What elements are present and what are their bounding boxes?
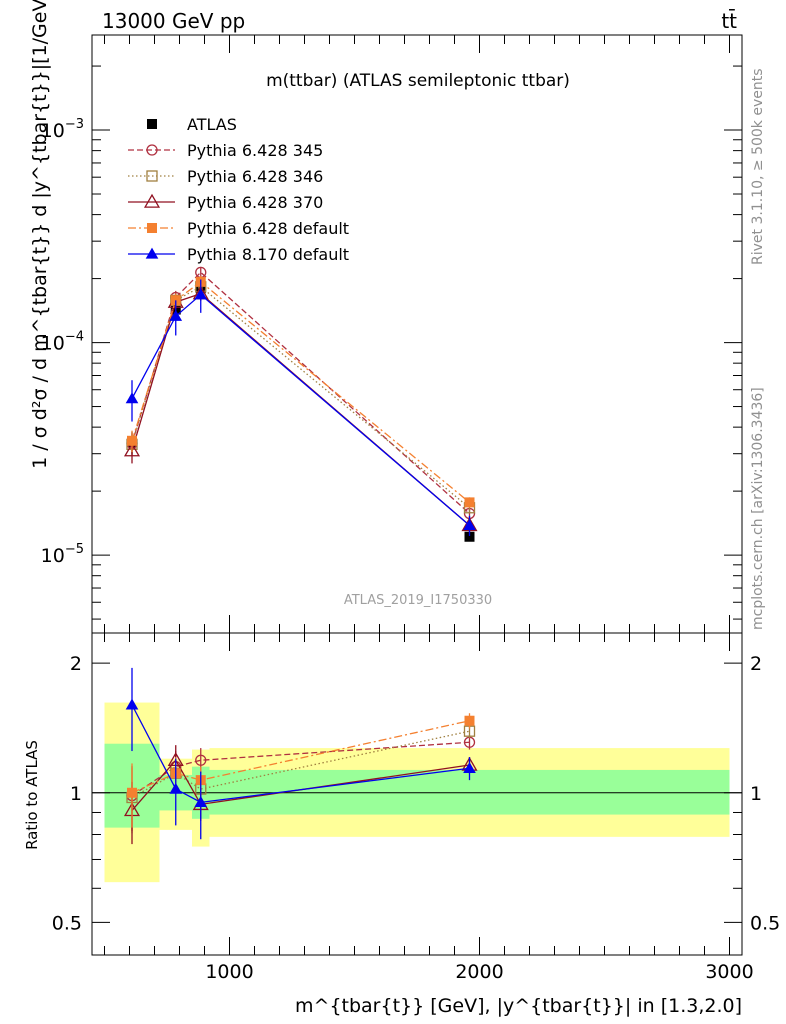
legend-item: Pythia 6.428 346 bbox=[128, 167, 323, 186]
x-axis-label: m^{tbar{t}} [GeV], |y^{tbar{t}}| in [1.3… bbox=[295, 995, 742, 1017]
data-point bbox=[127, 435, 137, 446]
ratio-y-axis-label: Ratio to ATLAS bbox=[23, 740, 41, 850]
x-tick-label: 2000 bbox=[455, 961, 503, 983]
series-line bbox=[131, 286, 470, 509]
ratio-y-tick-label-right: 2 bbox=[750, 653, 762, 675]
ratio-point bbox=[463, 761, 476, 773]
legend-marker bbox=[147, 223, 157, 233]
series-line bbox=[131, 281, 470, 503]
legend-marker bbox=[145, 247, 159, 259]
main-plot-area: 10−310−410−5 m(ttbar) (ATLAS semileptoni… bbox=[29, 0, 743, 634]
ratio-point bbox=[125, 698, 139, 710]
ratio-y-tick-label: 0.5 bbox=[52, 912, 82, 934]
series-line bbox=[131, 292, 470, 526]
ratio-point bbox=[194, 796, 208, 808]
process-label: tt̄ bbox=[721, 8, 737, 33]
data-point bbox=[464, 531, 475, 542]
legend-label: Pythia 6.428 370 bbox=[187, 193, 323, 212]
energy-label: 13000 GeV pp bbox=[102, 9, 245, 33]
y-tick-exponent: −3 bbox=[65, 117, 84, 132]
y-axis-label: 1 / σ d²σ / d m^{tbar{t}} d |y^{tbar{t}}… bbox=[29, 0, 51, 469]
legend-marker bbox=[146, 144, 158, 156]
series-line bbox=[131, 293, 470, 526]
y-tick-label: 10−3 bbox=[41, 117, 84, 142]
series-pythia-8-170-default bbox=[125, 279, 476, 536]
data-point bbox=[125, 392, 139, 404]
legend-item: Pythia 6.428 default bbox=[128, 219, 349, 238]
y-tick-label: 10−5 bbox=[41, 542, 84, 567]
ratio-series-pythia-8-170-default bbox=[125, 667, 476, 840]
ratio-plot-area: 0.5 0.5 1 1 2 2 1000 2000 3000 Ratio to ATLAS bbox=[23, 632, 780, 983]
legend-label: Pythia 8.170 default bbox=[187, 245, 349, 264]
legend-marker bbox=[147, 119, 157, 129]
ratio-line bbox=[131, 704, 470, 804]
legend-item: Pythia 6.428 345 bbox=[128, 141, 323, 160]
data-point bbox=[123, 442, 141, 457]
plot-title: m(ttbar) (ATLAS semileptonic ttbar) bbox=[266, 71, 570, 91]
ratio-y-tick-label: 1 bbox=[70, 783, 82, 805]
legend-item: ATLAS bbox=[147, 115, 237, 134]
x-tick-label: 1000 bbox=[205, 961, 253, 983]
ratio-y-tick-label-right: 1 bbox=[750, 783, 762, 805]
legend-label: ATLAS bbox=[187, 115, 237, 134]
data-point bbox=[194, 288, 208, 300]
legend-marker bbox=[143, 193, 161, 208]
analysis-watermark: ATLAS_2019_I1750330 bbox=[344, 593, 492, 608]
legend-item: Pythia 6.428 370 bbox=[128, 193, 323, 212]
rivet-version-label: Rivet 3.1.10, ≥ 500k events bbox=[750, 68, 766, 265]
data-point bbox=[464, 497, 475, 508]
ratio-y-tick-label-right: 0.5 bbox=[750, 912, 780, 934]
data-point bbox=[169, 309, 183, 321]
ratio-line bbox=[131, 720, 470, 794]
legend: ATLAS Pythia 6.428 345 Pythia 6.428 346 Pyt… bbox=[128, 115, 349, 264]
y-tick-exponent: −5 bbox=[65, 542, 84, 557]
legend-marker bbox=[146, 170, 158, 182]
ratio-plot-frame bbox=[91, 632, 743, 956]
ratio-point bbox=[127, 787, 137, 798]
series-pythia-6-428-370 bbox=[123, 285, 478, 533]
legend-label: Pythia 6.428 346 bbox=[187, 167, 323, 186]
source-label: mcplots.cern.ch [arXiv:1306.3436] bbox=[750, 387, 766, 630]
legend-label: Pythia 6.428 345 bbox=[187, 141, 323, 160]
ratio-point bbox=[169, 782, 183, 794]
y-tick-exponent: −4 bbox=[65, 330, 84, 345]
legend-item: Pythia 8.170 default bbox=[128, 245, 349, 264]
x-tick-label: 3000 bbox=[705, 961, 753, 983]
ratio-point bbox=[195, 754, 207, 766]
data-point bbox=[463, 519, 476, 531]
ratio-point bbox=[464, 715, 475, 726]
ratio-y-tick-label: 2 bbox=[70, 653, 82, 675]
series-pythia-6-428-346 bbox=[126, 280, 476, 514]
ratio-line bbox=[131, 741, 470, 797]
series-line bbox=[131, 271, 470, 514]
legend-label: Pythia 6.428 default bbox=[187, 219, 349, 238]
